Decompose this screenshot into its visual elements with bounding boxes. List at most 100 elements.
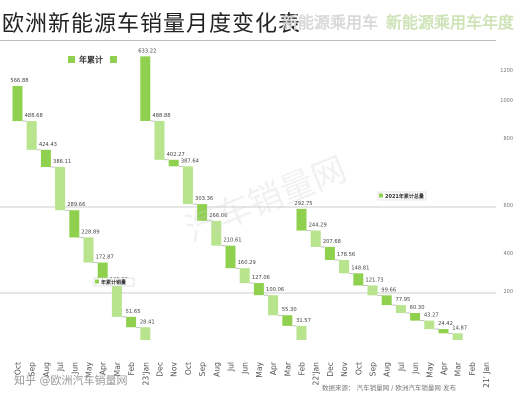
waterfall-bar — [140, 327, 151, 340]
value-label: 24.42 — [438, 321, 453, 327]
waterfall-bar — [154, 120, 165, 160]
y-tick-label: 1200 — [500, 68, 513, 74]
value-label: 488.88 — [152, 113, 170, 119]
annotation-swatch — [379, 193, 383, 198]
x-tick-label: Oct — [14, 362, 23, 375]
waterfall-bar — [339, 260, 350, 274]
waterfall-bar — [211, 220, 222, 246]
waterfall-bar — [197, 204, 208, 221]
waterfall-bar — [26, 121, 37, 150]
value-label: 172.87 — [96, 255, 114, 261]
waterfall-bar — [282, 315, 293, 326]
x-tick-label: Nov — [340, 362, 349, 377]
x-tick-label: 22'Jan — [312, 362, 321, 386]
y-tick-label: 400 — [503, 251, 513, 257]
x-tick-label: Jul — [397, 362, 406, 372]
x-tick-label: Apr — [269, 361, 278, 375]
annotation-box — [93, 277, 135, 287]
value-label: 633.22 — [138, 48, 156, 54]
x-tick-label: Aug — [42, 362, 51, 377]
x-tick-label: Jun — [70, 362, 79, 375]
x-tick-label: Feb — [127, 362, 136, 376]
x-tick-label: Dec — [156, 362, 165, 377]
waterfall-bar — [410, 312, 421, 321]
x-axis-ticks: Oct Sep Aug Jul Jun May Apr Mar Feb 23'Jan Dec Nov O… — [14, 361, 492, 388]
x-tick-label: Aug — [383, 362, 392, 377]
value-label: 77.95 — [395, 297, 410, 303]
annotation: 2021年累计总量 — [377, 191, 427, 201]
value-label: 14.87 — [452, 325, 467, 331]
waterfall-bar — [168, 159, 179, 167]
x-tick-label: Sep — [28, 362, 37, 376]
waterfall-bar — [395, 305, 406, 313]
value-label: 386.11 — [53, 159, 71, 165]
annotation-swatch — [95, 279, 99, 284]
legend-swatch — [110, 56, 117, 63]
x-tick-label: Nov — [170, 362, 179, 377]
value-label: 402.27 — [167, 152, 185, 158]
x-tick-label: Dec — [326, 362, 335, 377]
waterfall-bar — [69, 210, 80, 238]
waterfall-bar — [55, 167, 66, 211]
x-tick-label: Oct — [354, 362, 363, 375]
waterfall-bar — [97, 262, 108, 285]
value-label: 100.06 — [266, 287, 284, 293]
annotation-text: 年累计销量 — [101, 279, 126, 286]
value-label: 210.61 — [223, 238, 241, 244]
x-tick-label: Sep — [198, 362, 207, 376]
value-label: 31.57 — [296, 318, 311, 324]
waterfall-bar — [111, 284, 122, 317]
value-label: 178.56 — [337, 252, 355, 258]
value-label: 60.30 — [410, 305, 425, 311]
value-label: 127.06 — [252, 275, 270, 281]
value-labels: 566.88 488.68 424.43 386.11 289.66 228.89 172.… — [10, 48, 467, 331]
x-tick-label: May — [85, 361, 94, 377]
waterfall-bar — [324, 246, 335, 261]
waterfall-bar — [438, 329, 449, 334]
waterfall-bar — [83, 237, 94, 263]
waterfall-bar — [452, 333, 463, 340]
waterfall-bar — [296, 208, 307, 231]
x-tick-label: Jul — [227, 362, 236, 372]
value-label: 207.68 — [323, 239, 341, 245]
annotation: 年累计销量 — [93, 277, 135, 287]
value-label: 148.81 — [351, 265, 369, 271]
waterfall-bar — [268, 295, 279, 316]
value-label: 566.88 — [10, 78, 28, 84]
y-tick-label: 200 — [503, 289, 513, 295]
value-label: 289.66 — [67, 202, 85, 208]
value-label: 424.43 — [39, 142, 57, 148]
value-label: 55.30 — [282, 307, 297, 313]
value-label: 43.27 — [424, 313, 439, 319]
x-tick-label: Oct — [184, 362, 193, 375]
waterfall-bar — [424, 320, 435, 330]
bars — [12, 56, 463, 340]
x-tick-label: Feb — [298, 362, 307, 376]
waterfall-bar — [140, 56, 151, 121]
value-label: 28.41 — [140, 319, 155, 325]
x-tick-label: Mar — [113, 361, 122, 376]
waterfall-bar — [381, 295, 392, 306]
value-label: 488.68 — [25, 113, 43, 119]
waterfall-bar — [253, 283, 264, 296]
value-label: 387.64 — [181, 158, 200, 164]
legend: 年累计 — [68, 55, 117, 65]
y-tick-label: 800 — [503, 136, 513, 142]
value-label: 266.06 — [209, 213, 227, 219]
x-tick-label: Mar — [454, 361, 463, 376]
y-tick-label: 1000 — [500, 98, 513, 104]
x-tick-label: May — [425, 361, 434, 377]
value-label: 228.89 — [81, 229, 99, 235]
title-rule — [0, 40, 496, 41]
legend-label: 年累计 — [79, 55, 103, 65]
page-title: 欧洲新能源车销量月度变化表 — [2, 12, 302, 37]
x-tick-label: Apr — [440, 361, 449, 375]
value-label: 99.66 — [381, 287, 396, 293]
waterfall-bar — [310, 230, 321, 247]
legend-swatch — [68, 56, 75, 63]
x-tick-label: Jun — [241, 362, 250, 375]
x-tick-label: May — [255, 361, 264, 377]
value-label: 51.65 — [126, 309, 141, 315]
x-tick-label: 21' Jan — [482, 362, 491, 388]
